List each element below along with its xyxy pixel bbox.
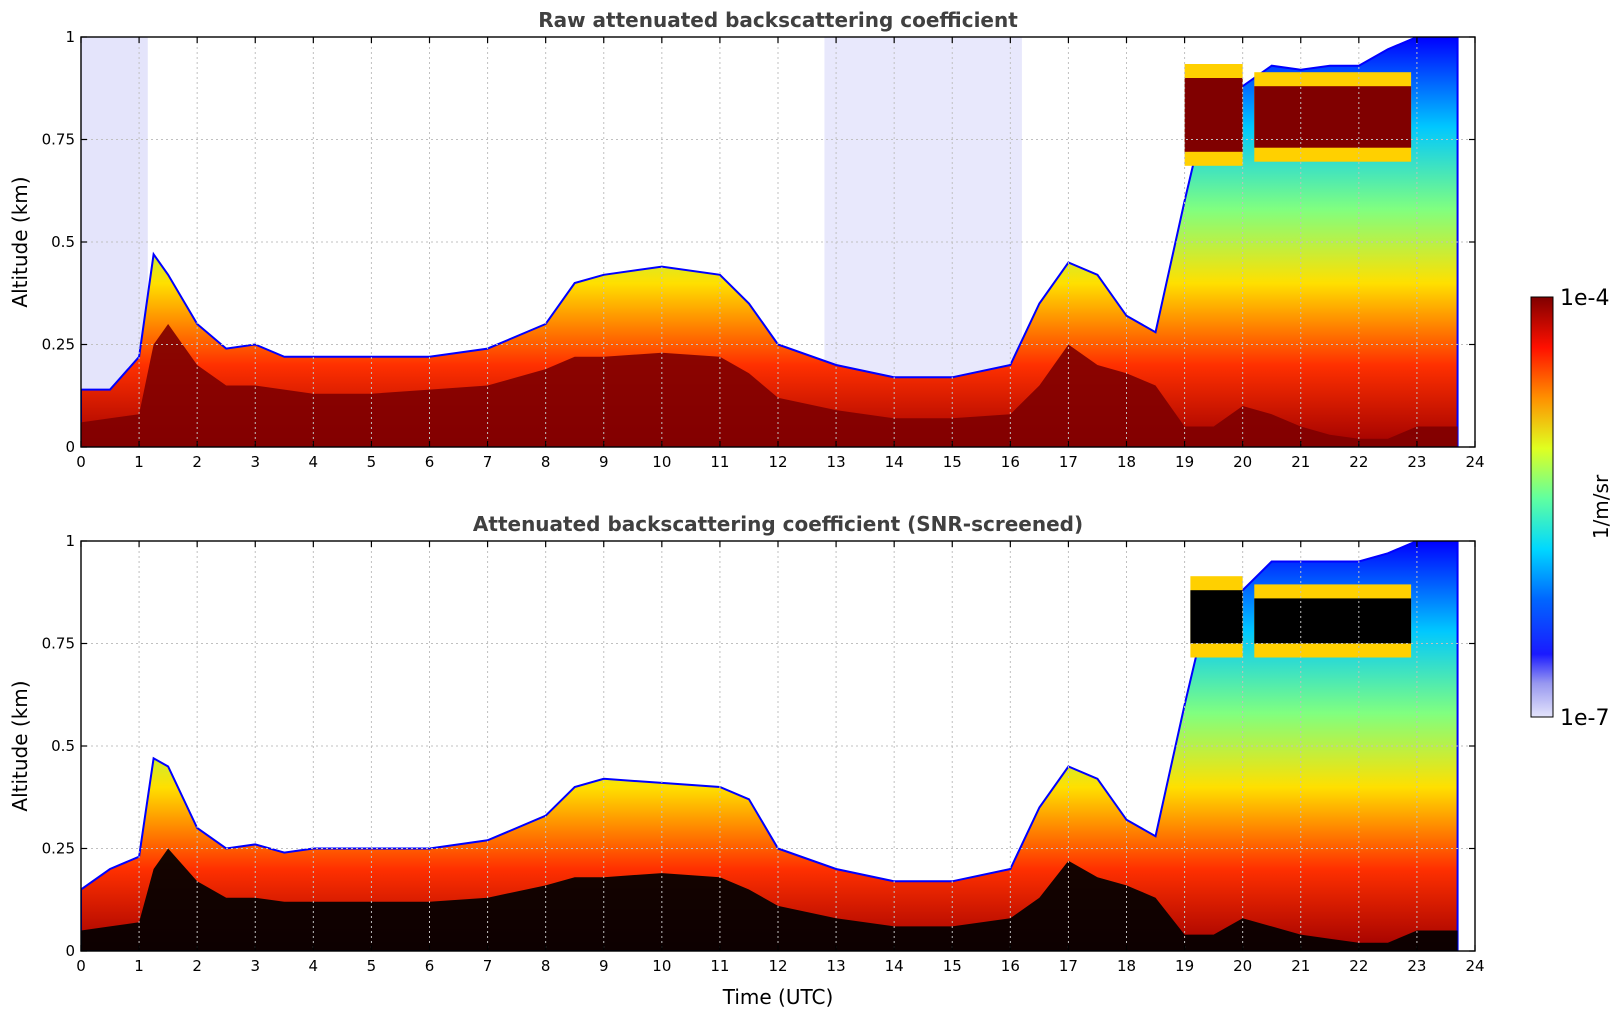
x-tick-label: 12: [768, 453, 787, 471]
x-tick-label: 17: [1059, 957, 1078, 975]
y-axis: 0 0.25 0.5 0.75 1: [42, 532, 1475, 960]
x-tick-label: 10: [652, 453, 671, 471]
x-tick-label: 11: [710, 453, 729, 471]
upper-cloud: [1190, 590, 1243, 644]
x-tick-label: 7: [483, 957, 493, 975]
panel-raw: Raw attenuated backscattering coefficien…: [8, 8, 1485, 471]
chart-title: Raw attenuated backscattering coefficien…: [538, 8, 1018, 32]
y-tick-label: 0.75: [42, 131, 75, 149]
upper-cloud: [1254, 86, 1412, 148]
x-tick-label: 16: [1001, 453, 1020, 471]
x-tick-label: 11: [710, 957, 729, 975]
x-tick-label: 15: [943, 957, 962, 975]
x-tick-label: 19: [1175, 453, 1194, 471]
x-axis: 0 1 2 3 4 5 6 7 8 9 10 11 12 13 14 15 16 17 18 19 20 21 22 23 24: [76, 541, 1485, 975]
x-tick-label: 24: [1465, 957, 1484, 975]
y-axis-label: Altitude (km): [8, 680, 32, 811]
x-tick-label: 19: [1175, 957, 1194, 975]
x-tick-label: 3: [250, 957, 260, 975]
upper-cloud: [1184, 78, 1243, 152]
y-tick-label: 1: [65, 532, 75, 550]
y-tick-label: 0.25: [42, 336, 75, 354]
colorbar-gradient: [1530, 296, 1554, 718]
x-tick-label: 8: [541, 957, 551, 975]
x-tick-label: 22: [1349, 453, 1368, 471]
grid: [81, 541, 1475, 951]
y-axis: 0 0.25 0.5 0.75 1: [42, 28, 1475, 456]
y-tick-label: 0.5: [51, 233, 75, 251]
x-tick-label: 24: [1465, 453, 1484, 471]
x-tick-label: 7: [483, 453, 493, 471]
x-tick-label: 8: [541, 453, 551, 471]
x-tick-label: 13: [827, 453, 846, 471]
panel-screened: Attenuated backscattering coefficient (S…: [8, 512, 1485, 1009]
x-tick-label: 0: [76, 453, 86, 471]
x-tick-label: 20: [1233, 453, 1252, 471]
x-tick-label: 1: [134, 453, 144, 471]
x-tick-label: 5: [367, 453, 377, 471]
heatmap-area: [81, 37, 1459, 447]
x-tick-label: 3: [250, 453, 260, 471]
x-tick-label: 2: [192, 957, 202, 975]
y-tick-label: 1: [65, 28, 75, 46]
grid: [81, 37, 1475, 447]
colorbar: 1e-4 1e-7 1/m/sr: [1530, 286, 1613, 731]
x-tick-label: 23: [1407, 957, 1426, 975]
series-saturated: [81, 324, 1458, 447]
x-tick-label: 23: [1407, 453, 1426, 471]
x-tick-label: 2: [192, 453, 202, 471]
x-tick-label: 9: [599, 453, 609, 471]
x-tick-label: 6: [425, 957, 435, 975]
x-tick-label: 13: [827, 957, 846, 975]
upper-cloud: [1254, 598, 1412, 644]
x-tick-label: 4: [309, 453, 319, 471]
x-tick-label: 14: [885, 453, 904, 471]
x-tick-label: 21: [1291, 957, 1310, 975]
y-tick-label: 0.75: [42, 635, 75, 653]
x-tick-label: 10: [652, 957, 671, 975]
colorbar-unit-label: 1/m/sr: [1589, 474, 1613, 539]
x-tick-label: 5: [367, 957, 377, 975]
colorbar-min-label: 1e-7: [1560, 706, 1609, 731]
x-axis-label: Time (UTC): [722, 985, 834, 1009]
y-tick-label: 0.25: [42, 840, 75, 858]
x-tick-label: 18: [1117, 453, 1136, 471]
x-tick-label: 6: [425, 453, 435, 471]
series-layer: [81, 37, 1459, 447]
x-tick-label: 20: [1233, 957, 1252, 975]
x-tick-label: 12: [768, 957, 787, 975]
x-tick-label: 9: [599, 957, 609, 975]
y-tick-label: 0: [65, 942, 75, 960]
x-tick-label: 4: [309, 957, 319, 975]
y-tick-label: 0.5: [51, 737, 75, 755]
heatmap-area: [81, 541, 1459, 951]
colorbar-max-label: 1e-4: [1560, 286, 1609, 311]
x-tick-label: 0: [76, 957, 86, 975]
x-axis: 0 1 2 3 4 5 6 7 8 9 10 11 12 13 14 15 16 17 18 19 20 21 22 23 24: [76, 37, 1485, 471]
x-tick-label: 17: [1059, 453, 1078, 471]
x-tick-label: 16: [1001, 957, 1020, 975]
series-saturated: [81, 848, 1458, 951]
x-tick-label: 18: [1117, 957, 1136, 975]
x-tick-label: 22: [1349, 957, 1368, 975]
chart-title: Attenuated backscattering coefficient (S…: [473, 512, 1083, 536]
x-tick-label: 21: [1291, 453, 1310, 471]
y-axis-label: Altitude (km): [8, 176, 32, 307]
y-tick-label: 0: [65, 438, 75, 456]
x-tick-label: 1: [134, 957, 144, 975]
x-tick-label: 15: [943, 453, 962, 471]
x-tick-label: 14: [885, 957, 904, 975]
